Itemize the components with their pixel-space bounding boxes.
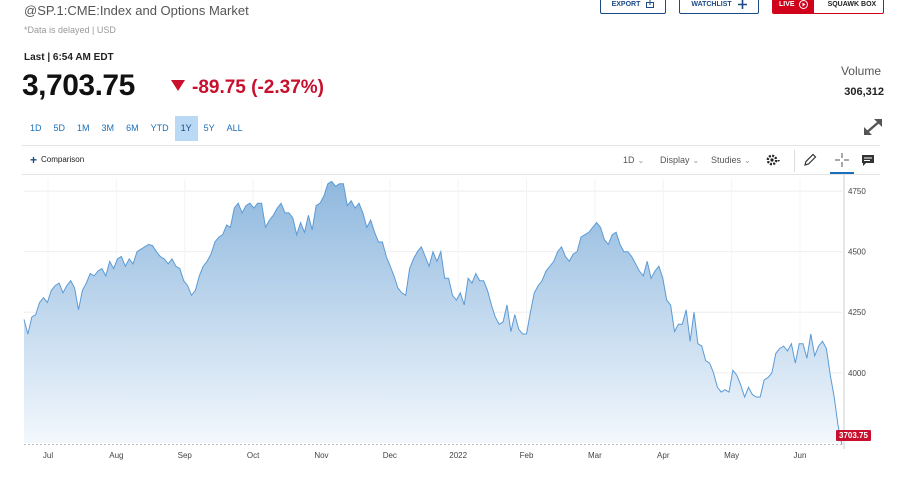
range-5d[interactable]: 5D bbox=[53, 123, 66, 133]
last-price-tag: 3703.75 bbox=[836, 430, 871, 441]
toolbar-divider bbox=[794, 150, 795, 172]
interval-label: 1D bbox=[623, 155, 635, 165]
studies-label: Studies bbox=[711, 155, 742, 165]
down-arrow-icon bbox=[171, 80, 185, 91]
x-tick-label: Sep bbox=[178, 451, 193, 460]
studies-dropdown[interactable]: Studies ⌄ bbox=[711, 155, 751, 165]
range-1m[interactable]: 1M bbox=[77, 123, 90, 133]
pencil-icon[interactable] bbox=[802, 152, 818, 168]
range-selector: 1D 5D 1M 3M 6M YTD 1Y 5Y ALL bbox=[24, 116, 249, 141]
price-change: -89.75 (-2.37%) bbox=[192, 77, 325, 98]
crosshair-tool[interactable] bbox=[830, 146, 854, 174]
x-tick-label: Apr bbox=[657, 451, 670, 460]
y-tick-label: 4250 bbox=[848, 308, 866, 317]
volume-value: 306,312 bbox=[844, 86, 884, 98]
chevron-down-icon: ⌄ bbox=[637, 156, 645, 165]
x-tick-label: Jun bbox=[794, 451, 807, 460]
x-tick-label: Aug bbox=[109, 451, 123, 460]
chart-toolbar: + Comparison 1D ⌄ Display ⌄ Studies ⌄ bbox=[22, 145, 880, 175]
watchlist-button[interactable]: WATCHLIST bbox=[679, 0, 759, 14]
y-tick-label: 4000 bbox=[848, 369, 866, 378]
interval-dropdown[interactable]: 1D ⌄ bbox=[623, 155, 644, 165]
volume-label: Volume bbox=[840, 64, 881, 78]
range-ytd[interactable]: YTD bbox=[150, 123, 169, 133]
y-axis: 47504500425040003750 bbox=[848, 187, 866, 438]
plus-icon bbox=[737, 0, 747, 9]
display-label: Display bbox=[660, 155, 690, 165]
watchlist-label: WATCHLIST bbox=[691, 0, 732, 8]
x-tick-label: Nov bbox=[314, 451, 328, 460]
range-5y[interactable]: 5Y bbox=[203, 123, 215, 133]
y-tick-label: 4750 bbox=[848, 187, 866, 196]
x-tick-label: 2022 bbox=[449, 451, 467, 460]
squawk-label: SQUAWK BOX bbox=[827, 0, 877, 8]
live-tag: LIVE bbox=[773, 0, 814, 13]
price-line bbox=[23, 180, 843, 445]
last-updated: Last | 6:54 AM EDT bbox=[24, 52, 114, 63]
price-area bbox=[24, 181, 842, 445]
x-tick-label: Oct bbox=[247, 451, 260, 460]
comparison-label: Comparison bbox=[41, 155, 85, 164]
squawk-box-button[interactable]: LIVE SQUAWK BOX bbox=[772, 0, 884, 14]
x-tick-label: Dec bbox=[383, 451, 397, 460]
export-label: EXPORT bbox=[611, 0, 641, 8]
expand-icon[interactable] bbox=[861, 116, 885, 138]
range-1d[interactable]: 1D bbox=[30, 123, 42, 133]
comparison-button[interactable]: + Comparison bbox=[30, 152, 85, 167]
range-6m[interactable]: 6M bbox=[126, 123, 139, 133]
crosshair-icon bbox=[835, 153, 849, 167]
x-tick-label: May bbox=[724, 451, 739, 460]
play-icon bbox=[798, 0, 808, 9]
range-3m[interactable]: 3M bbox=[101, 123, 115, 133]
x-tick-label: Feb bbox=[520, 451, 534, 460]
display-dropdown[interactable]: Display ⌄ bbox=[660, 155, 699, 165]
x-axis: Jul Aug Sep Oct Nov Dec 2022 Feb Mar Apr May Jun bbox=[43, 451, 807, 460]
x-tick-label: Mar bbox=[588, 451, 602, 460]
range-all[interactable]: ALL bbox=[226, 123, 243, 133]
last-price: 3,703.75 bbox=[22, 69, 135, 102]
y-tick-label: 4500 bbox=[848, 248, 866, 257]
x-tick-label: Jul bbox=[43, 451, 53, 460]
export-button[interactable]: EXPORT bbox=[600, 0, 666, 14]
live-label: LIVE bbox=[779, 0, 795, 8]
gear-icon[interactable] bbox=[765, 152, 781, 168]
chevron-down-icon: ⌄ bbox=[744, 156, 751, 165]
comment-icon[interactable] bbox=[860, 152, 876, 168]
chevron-down-icon: ⌄ bbox=[692, 156, 700, 165]
symbol-title: @SP.1:CME:Index and Options Market bbox=[24, 3, 249, 18]
plus-icon: + bbox=[30, 152, 38, 167]
range-1y[interactable]: 1Y bbox=[174, 116, 198, 141]
price-chart[interactable]: 47504500425040003750 JulAugSepOctNovDec2… bbox=[0, 175, 900, 478]
export-icon bbox=[646, 0, 655, 8]
delayed-note: *Data is delayed | USD bbox=[24, 25, 116, 35]
